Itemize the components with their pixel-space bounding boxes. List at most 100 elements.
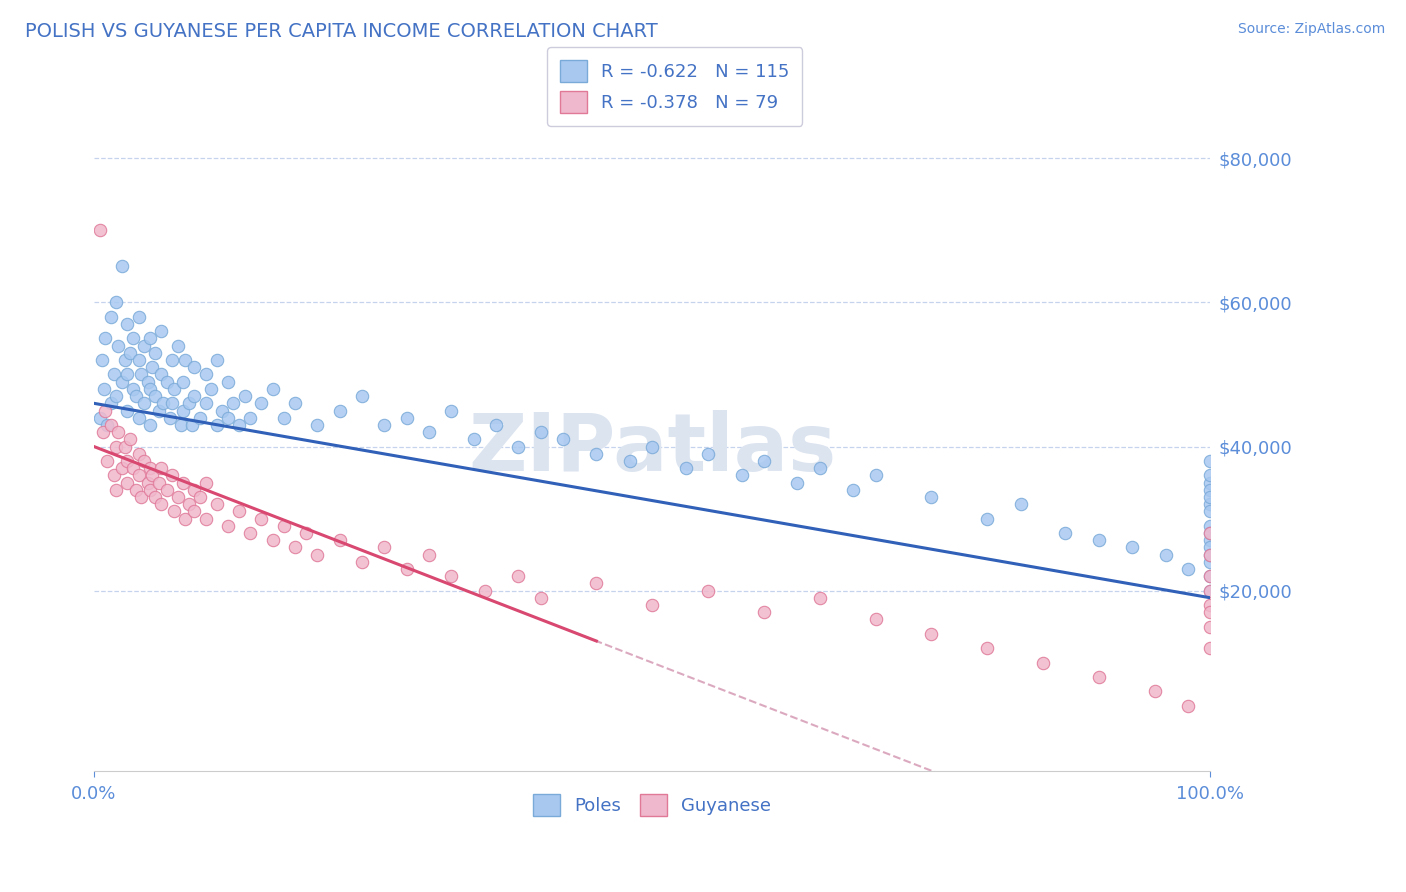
Point xyxy=(111,461,134,475)
Point xyxy=(508,569,530,583)
Point xyxy=(1177,562,1199,576)
Point xyxy=(329,403,352,417)
Point xyxy=(1199,583,1222,598)
Point xyxy=(128,468,150,483)
Point xyxy=(233,389,256,403)
Point xyxy=(1143,684,1166,698)
Point xyxy=(250,511,273,525)
Point xyxy=(105,295,128,310)
Point xyxy=(1088,670,1111,684)
Point xyxy=(1199,569,1222,583)
Point xyxy=(1199,490,1222,504)
Point xyxy=(143,490,166,504)
Point xyxy=(1199,548,1222,562)
Point xyxy=(181,417,204,432)
Point xyxy=(177,396,200,410)
Point xyxy=(139,331,162,345)
Point xyxy=(307,417,329,432)
Point xyxy=(1154,548,1177,562)
Point xyxy=(1199,569,1222,583)
Point xyxy=(1199,468,1222,483)
Point xyxy=(418,548,440,562)
Point xyxy=(117,368,139,382)
Point xyxy=(149,368,172,382)
Point xyxy=(128,410,150,425)
Point xyxy=(262,533,284,548)
Point xyxy=(250,396,273,410)
Point xyxy=(675,461,697,475)
Point xyxy=(205,353,228,368)
Point xyxy=(117,403,139,417)
Point xyxy=(93,382,115,396)
Point xyxy=(217,518,239,533)
Point xyxy=(1121,541,1143,555)
Point xyxy=(139,417,162,432)
Point xyxy=(107,425,129,439)
Point xyxy=(129,490,152,504)
Point xyxy=(211,403,233,417)
Point xyxy=(174,353,197,368)
Point xyxy=(139,461,162,475)
Point xyxy=(619,454,641,468)
Point xyxy=(105,389,128,403)
Point xyxy=(585,447,607,461)
Point xyxy=(143,389,166,403)
Legend: Poles, Guyanese: Poles, Guyanese xyxy=(526,787,779,823)
Point xyxy=(395,410,418,425)
Point xyxy=(160,468,183,483)
Point xyxy=(152,396,174,410)
Point xyxy=(105,440,128,454)
Point xyxy=(128,353,150,368)
Point xyxy=(136,475,159,490)
Point xyxy=(641,598,664,612)
Point xyxy=(111,260,134,274)
Point xyxy=(217,375,239,389)
Point xyxy=(1199,598,1222,612)
Point xyxy=(920,490,942,504)
Point xyxy=(1088,533,1111,548)
Point xyxy=(194,511,217,525)
Point xyxy=(136,375,159,389)
Point xyxy=(96,417,118,432)
Point xyxy=(1199,533,1222,548)
Point xyxy=(117,317,139,331)
Point xyxy=(1199,583,1222,598)
Point xyxy=(485,417,508,432)
Point xyxy=(228,417,250,432)
Point xyxy=(585,576,607,591)
Point xyxy=(273,410,295,425)
Point xyxy=(1199,526,1222,541)
Point xyxy=(166,490,188,504)
Point xyxy=(172,375,194,389)
Point xyxy=(1199,475,1222,490)
Point xyxy=(149,461,172,475)
Point xyxy=(474,583,496,598)
Point xyxy=(205,497,228,511)
Point xyxy=(976,511,998,525)
Point xyxy=(117,454,139,468)
Point xyxy=(163,382,186,396)
Point xyxy=(730,468,752,483)
Point xyxy=(134,454,156,468)
Point xyxy=(1199,526,1222,541)
Point xyxy=(551,433,574,447)
Point xyxy=(128,447,150,461)
Point xyxy=(1199,555,1222,569)
Point xyxy=(1199,518,1222,533)
Point xyxy=(114,353,136,368)
Point xyxy=(1199,504,1222,518)
Point xyxy=(697,583,720,598)
Point xyxy=(141,360,163,375)
Point xyxy=(122,331,145,345)
Point xyxy=(1199,641,1222,656)
Point xyxy=(160,396,183,410)
Point xyxy=(90,353,112,368)
Point xyxy=(172,403,194,417)
Point xyxy=(170,417,193,432)
Point xyxy=(262,382,284,396)
Point xyxy=(172,475,194,490)
Point xyxy=(139,483,162,497)
Point xyxy=(239,410,262,425)
Point xyxy=(134,339,156,353)
Point xyxy=(188,490,211,504)
